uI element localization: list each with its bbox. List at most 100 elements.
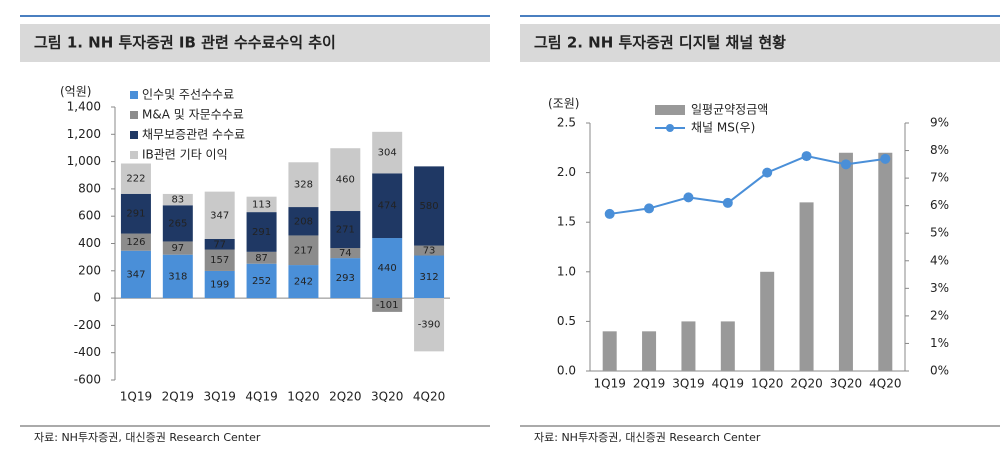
y2-tick-label: 4% xyxy=(930,253,949,267)
marker xyxy=(604,208,615,219)
value-label: 77 xyxy=(213,239,226,250)
value-label: 304 xyxy=(378,148,397,159)
chart-title: 그림 1. NH 투자증권 IB 관련 수수료수익 추이 xyxy=(34,34,336,52)
bar-segment xyxy=(414,298,445,352)
value-label: 440 xyxy=(378,263,397,274)
y-tick-label: 1,000 xyxy=(67,154,101,168)
bar xyxy=(681,321,696,371)
value-label: 291 xyxy=(252,227,271,238)
x-tick-label: 4Q19 xyxy=(245,390,277,404)
legend-swatch xyxy=(130,131,138,139)
y2-tick-label: 1% xyxy=(930,336,949,350)
y2-tick-label: 0% xyxy=(930,364,949,378)
value-label: 328 xyxy=(294,180,313,191)
marker xyxy=(644,203,655,214)
bar-segment xyxy=(204,249,235,271)
y-tick-label: 0.0 xyxy=(557,364,576,378)
bar xyxy=(642,331,657,371)
bar-segment xyxy=(330,148,361,212)
value-label: 347 xyxy=(210,210,229,221)
value-label: 97 xyxy=(171,243,184,254)
header-bar xyxy=(520,24,1000,62)
bar-segment xyxy=(330,211,361,249)
y2-tick-label: 5% xyxy=(930,226,949,240)
bar-segment xyxy=(204,238,235,250)
x-tick-label: 2Q20 xyxy=(790,377,822,391)
bar-segment xyxy=(414,245,445,256)
value-label: 242 xyxy=(294,277,313,288)
x-tick-label: 1Q20 xyxy=(751,377,783,391)
bar-segment xyxy=(204,270,235,299)
marker xyxy=(683,192,694,203)
value-label: 347 xyxy=(126,269,145,280)
value-label: 217 xyxy=(294,245,313,256)
y2-tick-label: 8% xyxy=(930,143,949,157)
value-label: -101 xyxy=(376,300,399,311)
bar-segment xyxy=(120,163,151,194)
bar-segment xyxy=(288,207,319,236)
value-label: 208 xyxy=(294,216,313,227)
value-label: 87 xyxy=(255,253,268,264)
value-label: 113 xyxy=(252,199,271,210)
y2-tick-label: 3% xyxy=(930,281,949,295)
bar-segment xyxy=(120,193,151,234)
y-tick-label: 1.5 xyxy=(557,215,576,229)
x-tick-label: 2Q20 xyxy=(329,390,361,404)
bar-segment xyxy=(162,241,193,255)
x-tick-label: 1Q19 xyxy=(594,377,626,391)
bar xyxy=(878,152,893,371)
legend-label: 인수및 주선수수료 xyxy=(142,88,234,102)
y-tick-label: 200 xyxy=(78,263,101,277)
marker xyxy=(840,159,851,170)
legend-swatch xyxy=(655,105,685,115)
bar-segment xyxy=(162,205,193,242)
y2-tick-label: 6% xyxy=(930,198,949,212)
bar-segment xyxy=(288,235,319,266)
bar xyxy=(720,321,735,371)
bar xyxy=(838,152,853,371)
value-label: 265 xyxy=(168,218,187,229)
x-tick-label: 1Q20 xyxy=(287,390,319,404)
legend-label: M&A 및 자문수수료 xyxy=(142,108,244,122)
y-tick-label: 1.0 xyxy=(557,264,576,278)
y-axis-label: (억원) xyxy=(60,85,91,99)
bar-segment xyxy=(120,250,151,299)
legend-label: 채무보증관련 수수료 xyxy=(142,128,245,142)
y-tick-label: 1,400 xyxy=(67,100,101,114)
legend-swatch xyxy=(130,91,138,99)
x-tick-label: 3Q20 xyxy=(830,377,862,391)
x-tick-label: 3Q20 xyxy=(371,390,403,404)
y-tick-label: 0 xyxy=(93,291,101,305)
x-tick-label: 2Q19 xyxy=(633,377,665,391)
y-tick-label: 400 xyxy=(78,236,101,250)
y-tick-label: -600 xyxy=(74,373,101,387)
bar-segment xyxy=(330,248,361,259)
x-tick-label: 2Q19 xyxy=(162,390,194,404)
bar-segment xyxy=(372,131,403,174)
bar xyxy=(799,202,814,371)
bar-segment xyxy=(372,173,403,239)
value-label: -390 xyxy=(418,320,441,331)
value-label: 126 xyxy=(126,237,145,248)
legend-swatch xyxy=(130,111,138,119)
bar-segment xyxy=(246,196,277,213)
value-label: 460 xyxy=(336,175,355,186)
y2-tick-label: 7% xyxy=(930,171,949,185)
x-tick-label: 1Q19 xyxy=(120,390,152,404)
value-label: 291 xyxy=(126,209,145,220)
bar xyxy=(760,271,775,371)
source: 자료: NH투자증권, 대신증권 Research Center xyxy=(534,431,761,444)
y-tick-label: -400 xyxy=(74,345,101,359)
value-label: 83 xyxy=(171,195,184,206)
bar-segment xyxy=(372,238,403,299)
value-label: 157 xyxy=(210,255,229,266)
x-tick-label: 4Q19 xyxy=(712,377,744,391)
y-tick-label: 600 xyxy=(78,209,101,223)
source: 자료: NH투자증권, 대신증권 Research Center xyxy=(34,431,261,444)
y-tick-label: 800 xyxy=(78,181,101,195)
value-label: 199 xyxy=(210,280,229,291)
bar-segment xyxy=(288,162,319,208)
y2-tick-label: 2% xyxy=(930,308,949,322)
x-tick-label: 4Q20 xyxy=(869,377,901,391)
